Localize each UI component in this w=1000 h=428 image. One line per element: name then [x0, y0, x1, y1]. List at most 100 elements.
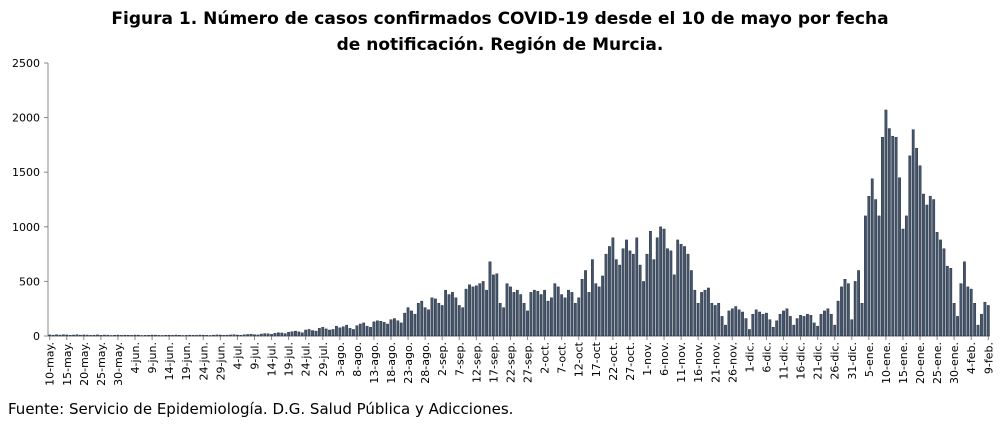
bar — [188, 334, 192, 337]
bar — [355, 325, 359, 337]
bar — [621, 248, 625, 337]
bar — [416, 303, 420, 337]
bar — [304, 329, 308, 337]
bar — [669, 250, 673, 337]
bar — [857, 270, 860, 337]
bar — [164, 335, 168, 337]
bar — [386, 323, 389, 337]
bar — [949, 268, 953, 337]
y-tick-label: 500 — [19, 275, 40, 288]
bar — [280, 332, 284, 337]
bar — [853, 281, 857, 337]
bar — [389, 319, 393, 337]
x-tick-label: 12-oct — [573, 341, 586, 377]
bar — [788, 316, 792, 337]
x-tick-label: 20-ene. — [914, 342, 927, 384]
bar — [904, 215, 908, 337]
bar — [768, 319, 772, 337]
bar — [481, 281, 485, 337]
bar — [980, 313, 983, 337]
bar — [314, 330, 318, 337]
bar — [287, 331, 291, 337]
bar — [345, 324, 349, 337]
bar — [406, 307, 410, 337]
bar — [218, 334, 222, 337]
bar — [696, 303, 700, 337]
bar — [577, 297, 581, 337]
bar — [758, 311, 762, 337]
bar — [829, 313, 833, 337]
bar — [232, 334, 236, 337]
bar — [457, 305, 461, 337]
bar — [246, 334, 250, 337]
bar — [590, 259, 594, 337]
bar — [983, 301, 987, 337]
bar — [160, 335, 164, 337]
bar — [666, 248, 669, 337]
x-tick-label: 26-nov. — [726, 342, 739, 383]
bar — [539, 294, 543, 337]
bar — [96, 334, 99, 337]
bar — [259, 333, 263, 337]
bar — [58, 334, 62, 337]
x-tick-label: 17-sep. — [487, 342, 500, 383]
source-note: Fuente: Servicio de Epidemiología. D.G. … — [8, 400, 514, 418]
bar — [812, 322, 816, 337]
bar — [229, 334, 232, 337]
bar — [143, 335, 147, 337]
x-tick-label: 9-jul. — [248, 342, 261, 370]
bar — [751, 313, 755, 337]
bar — [102, 334, 106, 337]
bar — [509, 286, 512, 337]
bar — [567, 289, 570, 337]
bar — [297, 331, 301, 337]
bar — [918, 165, 922, 337]
y-tick-label: 2500 — [12, 57, 40, 70]
bar — [433, 298, 437, 337]
bar — [471, 286, 475, 337]
x-tick-label: 20-may. — [78, 342, 91, 386]
x-tick-label: 9-jun. — [146, 342, 159, 373]
bar — [154, 334, 157, 337]
x-tick-label: 10-ene. — [880, 342, 893, 384]
bar — [341, 326, 345, 337]
bar — [744, 318, 748, 337]
bar — [877, 215, 881, 337]
bar — [65, 334, 69, 337]
bar — [840, 286, 843, 337]
x-tick-label: 11-dic. — [778, 342, 791, 380]
bar — [178, 335, 181, 337]
bar — [119, 335, 123, 337]
bar — [328, 329, 331, 337]
bar — [689, 270, 693, 337]
bar — [952, 303, 956, 337]
bar — [536, 291, 540, 337]
bar — [311, 330, 314, 337]
bar — [966, 286, 970, 337]
bar — [184, 335, 188, 337]
bar — [765, 312, 768, 337]
bar — [782, 310, 785, 337]
bar — [686, 253, 690, 337]
x-tick-label: 6-dic. — [760, 342, 773, 373]
bar — [48, 334, 52, 337]
x-tick-label: 15-ene. — [897, 342, 910, 384]
bar — [645, 253, 649, 337]
bar — [891, 135, 895, 337]
x-tick-label: 28-ago. — [419, 342, 432, 384]
bar — [843, 279, 847, 337]
bar — [597, 286, 601, 337]
bar — [283, 333, 287, 337]
bar — [512, 292, 516, 337]
bar — [423, 307, 427, 337]
bar — [693, 289, 697, 337]
bar — [741, 311, 744, 337]
bar — [236, 334, 239, 337]
bar — [157, 335, 161, 337]
bar — [399, 322, 403, 337]
bar — [375, 320, 379, 337]
bar — [635, 237, 639, 337]
bar — [89, 335, 93, 337]
x-tick-label: 19-jul. — [283, 342, 296, 377]
bar — [270, 334, 273, 337]
